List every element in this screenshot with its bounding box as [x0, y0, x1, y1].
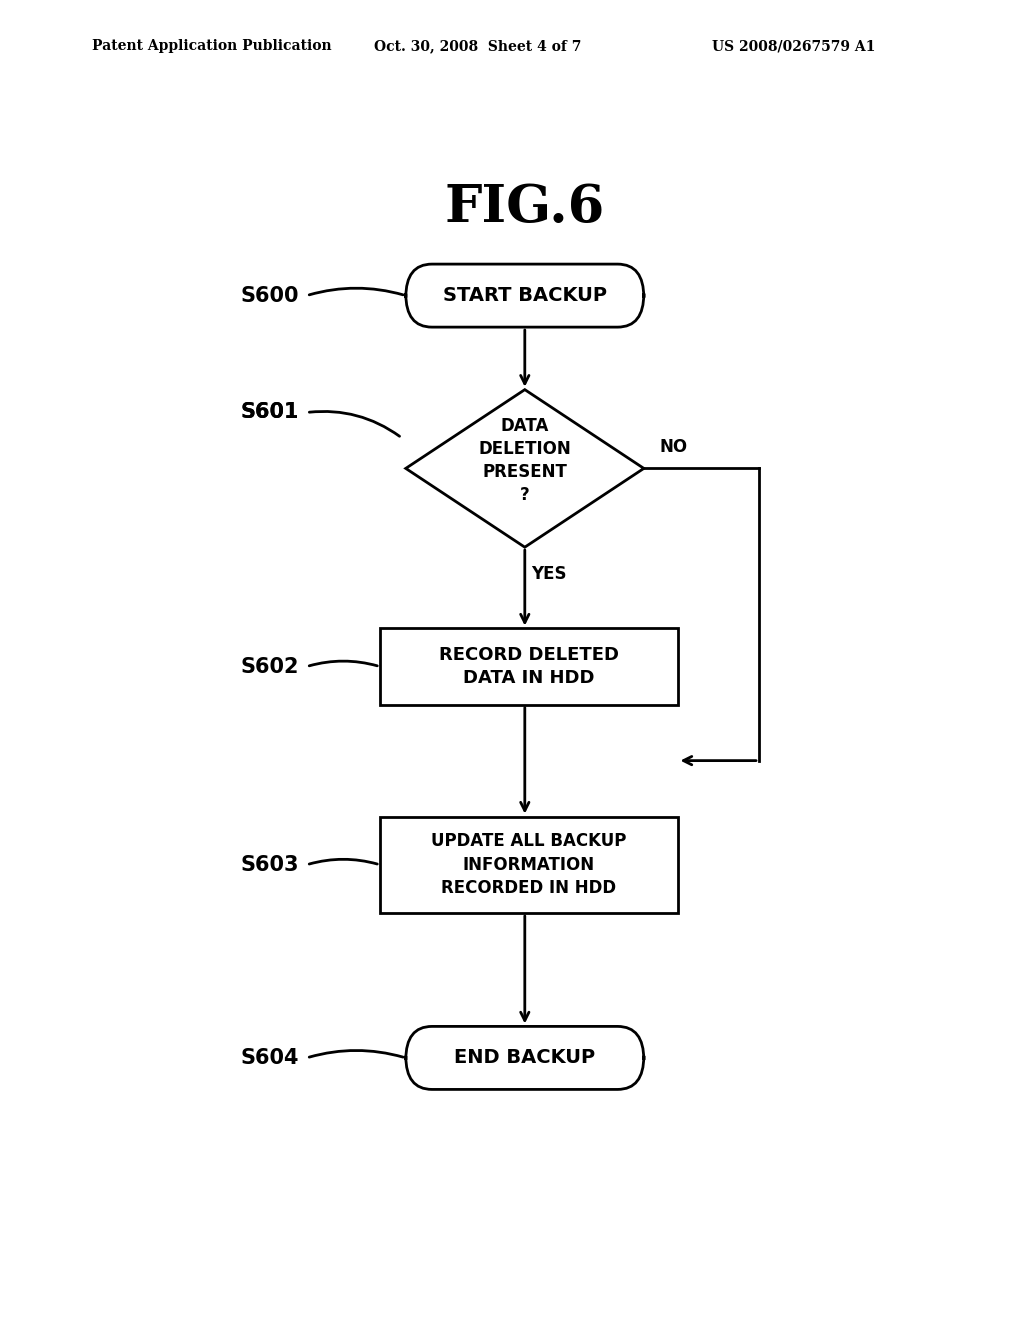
Text: DATA
DELETION
PRESENT
?: DATA DELETION PRESENT ? — [478, 417, 571, 504]
Text: S601: S601 — [240, 403, 299, 422]
FancyBboxPatch shape — [406, 264, 644, 327]
Text: Oct. 30, 2008  Sheet 4 of 7: Oct. 30, 2008 Sheet 4 of 7 — [374, 40, 582, 53]
Polygon shape — [406, 389, 644, 548]
Text: Patent Application Publication: Patent Application Publication — [92, 40, 332, 53]
Text: RECORD DELETED
DATA IN HDD: RECORD DELETED DATA IN HDD — [438, 645, 618, 688]
Text: NO: NO — [659, 438, 688, 457]
Text: US 2008/0267579 A1: US 2008/0267579 A1 — [712, 40, 876, 53]
Text: S604: S604 — [240, 1048, 299, 1068]
Text: S603: S603 — [240, 855, 299, 875]
Text: START BACKUP: START BACKUP — [442, 286, 607, 305]
Text: S601: S601 — [240, 403, 299, 422]
Text: UPDATE ALL BACKUP
INFORMATION
RECORDED IN HDD: UPDATE ALL BACKUP INFORMATION RECORDED I… — [431, 832, 627, 898]
Bar — [380, 628, 678, 705]
Text: YES: YES — [531, 565, 566, 583]
Text: END BACKUP: END BACKUP — [455, 1048, 595, 1068]
FancyBboxPatch shape — [406, 1027, 644, 1089]
Text: FIG.6: FIG.6 — [444, 182, 605, 232]
Text: S600: S600 — [240, 285, 299, 306]
Text: S602: S602 — [240, 656, 299, 677]
Bar — [380, 817, 678, 913]
